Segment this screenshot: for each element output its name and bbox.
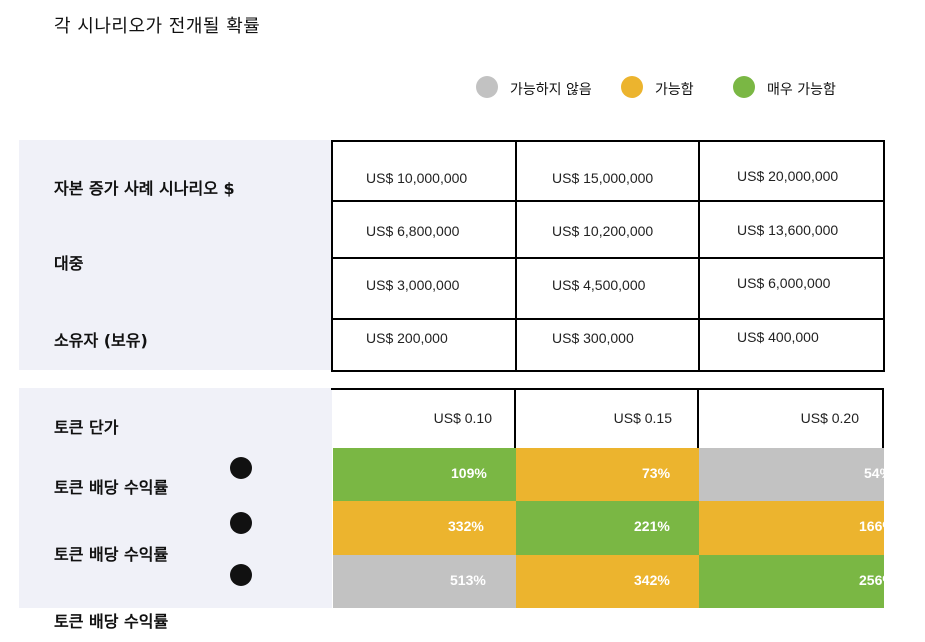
token-label-panel bbox=[19, 388, 332, 608]
legend-label-not-possible: 가능하지 않음 bbox=[510, 82, 592, 98]
token-price-cell: US$ 0.10 bbox=[433, 410, 492, 426]
scenario-table bbox=[331, 140, 885, 372]
public-label: 대중 bbox=[54, 254, 84, 273]
token-price-cell: US$ 0.15 bbox=[613, 410, 672, 426]
bullet-dot bbox=[230, 512, 252, 534]
legend: 가능하지 않음 가능함 매우 가능함 bbox=[476, 74, 876, 104]
yield-cell: 256% bbox=[699, 555, 884, 608]
yield-cell: 54% bbox=[699, 448, 884, 501]
price-row-border bbox=[882, 388, 884, 448]
yield-cell: 332% bbox=[333, 501, 516, 555]
table-divider bbox=[331, 318, 885, 320]
token-yield-label-3: 토큰 배당 수익률 bbox=[54, 612, 169, 631]
legend-not-possible-swatch bbox=[476, 76, 498, 98]
table-divider bbox=[515, 140, 517, 372]
legend-label-very-possible: 매우 가능함 bbox=[767, 82, 836, 98]
token-yield-label-1: 토큰 배당 수익률 bbox=[54, 478, 169, 497]
yield-value: 109% bbox=[451, 465, 487, 481]
yield-value: 166% bbox=[859, 518, 884, 534]
legend-label-possible: 가능함 bbox=[655, 82, 694, 98]
table-cell: US$ 300,000 bbox=[552, 330, 634, 346]
table-divider bbox=[331, 200, 885, 202]
table-cell: US$ 10,200,000 bbox=[552, 223, 654, 239]
table-divider bbox=[698, 140, 700, 372]
bullet-dot bbox=[230, 564, 252, 586]
scenario-header-label: 자본 증가 사례 시나리오 $ bbox=[54, 179, 235, 198]
legend-very-possible-swatch bbox=[733, 76, 755, 98]
table-cell: US$ 13,600,000 bbox=[737, 222, 839, 238]
price-row-divider bbox=[697, 388, 699, 448]
table-cell: US$ 3,000,000 bbox=[366, 277, 460, 293]
scenario-label-panel bbox=[19, 140, 332, 370]
table-cell: US$ 200,000 bbox=[366, 330, 448, 346]
table-cell: US$ 15,000,000 bbox=[552, 170, 654, 186]
table-cell: US$ 20,000,000 bbox=[737, 168, 839, 184]
table-cell: US$ 6,000,000 bbox=[737, 275, 831, 291]
yield-value: 73% bbox=[642, 465, 671, 481]
yield-value: 221% bbox=[634, 518, 670, 534]
yield-value: 513% bbox=[450, 572, 486, 588]
yield-cell: 73% bbox=[516, 448, 699, 501]
bullet-dot bbox=[230, 457, 252, 479]
yield-cell: 342% bbox=[516, 555, 699, 608]
page-title: 각 시나리오가 전개될 확률 bbox=[54, 16, 261, 37]
table-cell: US$ 400,000 bbox=[737, 329, 819, 345]
legend-possible-swatch bbox=[621, 76, 643, 98]
token-yield-label-2: 토큰 배당 수익률 bbox=[54, 545, 169, 564]
owner-label: 소유자 (보유) bbox=[54, 331, 148, 350]
yield-cell: 513% bbox=[333, 555, 516, 608]
yield-cell: 221% bbox=[516, 501, 699, 555]
yield-value: 342% bbox=[634, 572, 670, 588]
price-row-border bbox=[331, 388, 884, 390]
table-divider bbox=[331, 257, 885, 259]
token-price-cell: US$ 0.20 bbox=[800, 410, 859, 426]
token-price-label: 토큰 단가 bbox=[54, 418, 119, 437]
yield-value: 256% bbox=[859, 572, 884, 588]
yield-cell: 109% bbox=[333, 448, 516, 501]
price-row-divider bbox=[514, 388, 516, 448]
table-cell: US$ 6,800,000 bbox=[366, 223, 460, 239]
table-cell: US$ 4,500,000 bbox=[552, 277, 646, 293]
yield-cell: 166% bbox=[699, 501, 884, 555]
yield-value: 332% bbox=[448, 518, 484, 534]
table-cell: US$ 10,000,000 bbox=[366, 170, 468, 186]
yield-value: 54% bbox=[864, 465, 884, 481]
